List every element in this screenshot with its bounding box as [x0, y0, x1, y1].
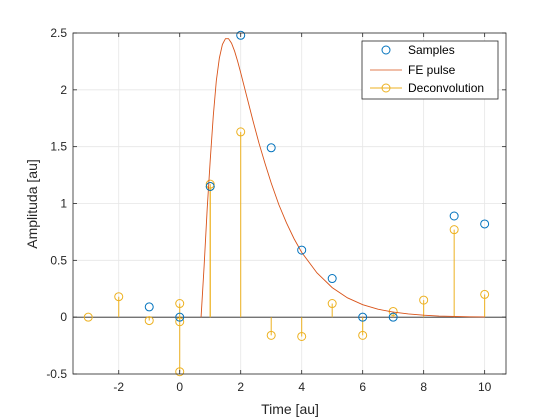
y-tick-label: 0.5 — [50, 253, 67, 267]
sample-point — [388, 312, 398, 322]
sample-point — [358, 312, 368, 322]
axis-ticks: -2 0 2 4 6 8 10 -0.5 0 0.5 1 1.5 2 2.5 — [46, 26, 506, 394]
deconvolution-point — [175, 367, 185, 377]
sample-point — [327, 274, 337, 284]
sample-point — [175, 312, 185, 322]
y-tick-label: 0 — [60, 310, 67, 324]
y-tick-label: -0.5 — [46, 367, 67, 381]
fe-pulse-series — [200, 38, 485, 318]
fe-pulse-line — [200, 38, 485, 318]
y-tick-label: 1.5 — [50, 140, 67, 154]
sample-point — [297, 245, 307, 255]
legend: Samples FE pulse Deconvolution — [361, 40, 499, 100]
x-tick-label: 8 — [420, 380, 427, 394]
deconvolution-point — [83, 312, 93, 322]
deconvolution-point — [297, 331, 307, 341]
legend-box — [361, 40, 499, 100]
y-tick-label: 2 — [60, 83, 67, 97]
legend-samples-marker — [381, 45, 391, 55]
x-tick-label: 6 — [359, 380, 366, 394]
sample-point — [480, 219, 490, 229]
deconvolution-point — [419, 295, 429, 305]
legend-samples-label: Samples — [408, 43, 455, 57]
legend-deconvolution-label: Deconvolution — [408, 81, 484, 95]
sample-point — [449, 211, 459, 221]
y-tick-label: 2.5 — [50, 26, 67, 40]
deconvolution-point — [114, 292, 124, 302]
deconvolution-point — [144, 316, 154, 326]
x-tick-label: -2 — [113, 380, 124, 394]
x-tick-label: 4 — [298, 380, 305, 394]
deconvolution-point — [449, 225, 459, 235]
sample-point — [236, 30, 246, 40]
sample-point — [144, 302, 154, 312]
deconvolution-point — [236, 127, 246, 137]
sample-point — [205, 181, 215, 191]
y-tick-label: 1 — [60, 197, 67, 211]
deconvolution-point — [480, 289, 490, 299]
x-tick-label: 0 — [176, 380, 183, 394]
legend-fe-pulse-label: FE pulse — [408, 63, 456, 77]
legend-deconvolution-marker — [381, 83, 391, 93]
deconvolution-point — [358, 330, 368, 340]
deconvolution-point — [175, 299, 185, 309]
deconvolution-point — [266, 330, 276, 340]
x-tick-label: 10 — [478, 380, 492, 394]
x-axis-label: Time [au] — [261, 401, 319, 417]
sample-point — [266, 143, 276, 153]
samples-series — [144, 30, 490, 322]
y-axis-label: Amplituda [au] — [24, 159, 40, 249]
deconvolution-point — [327, 299, 337, 309]
x-tick-label: 2 — [237, 380, 244, 394]
